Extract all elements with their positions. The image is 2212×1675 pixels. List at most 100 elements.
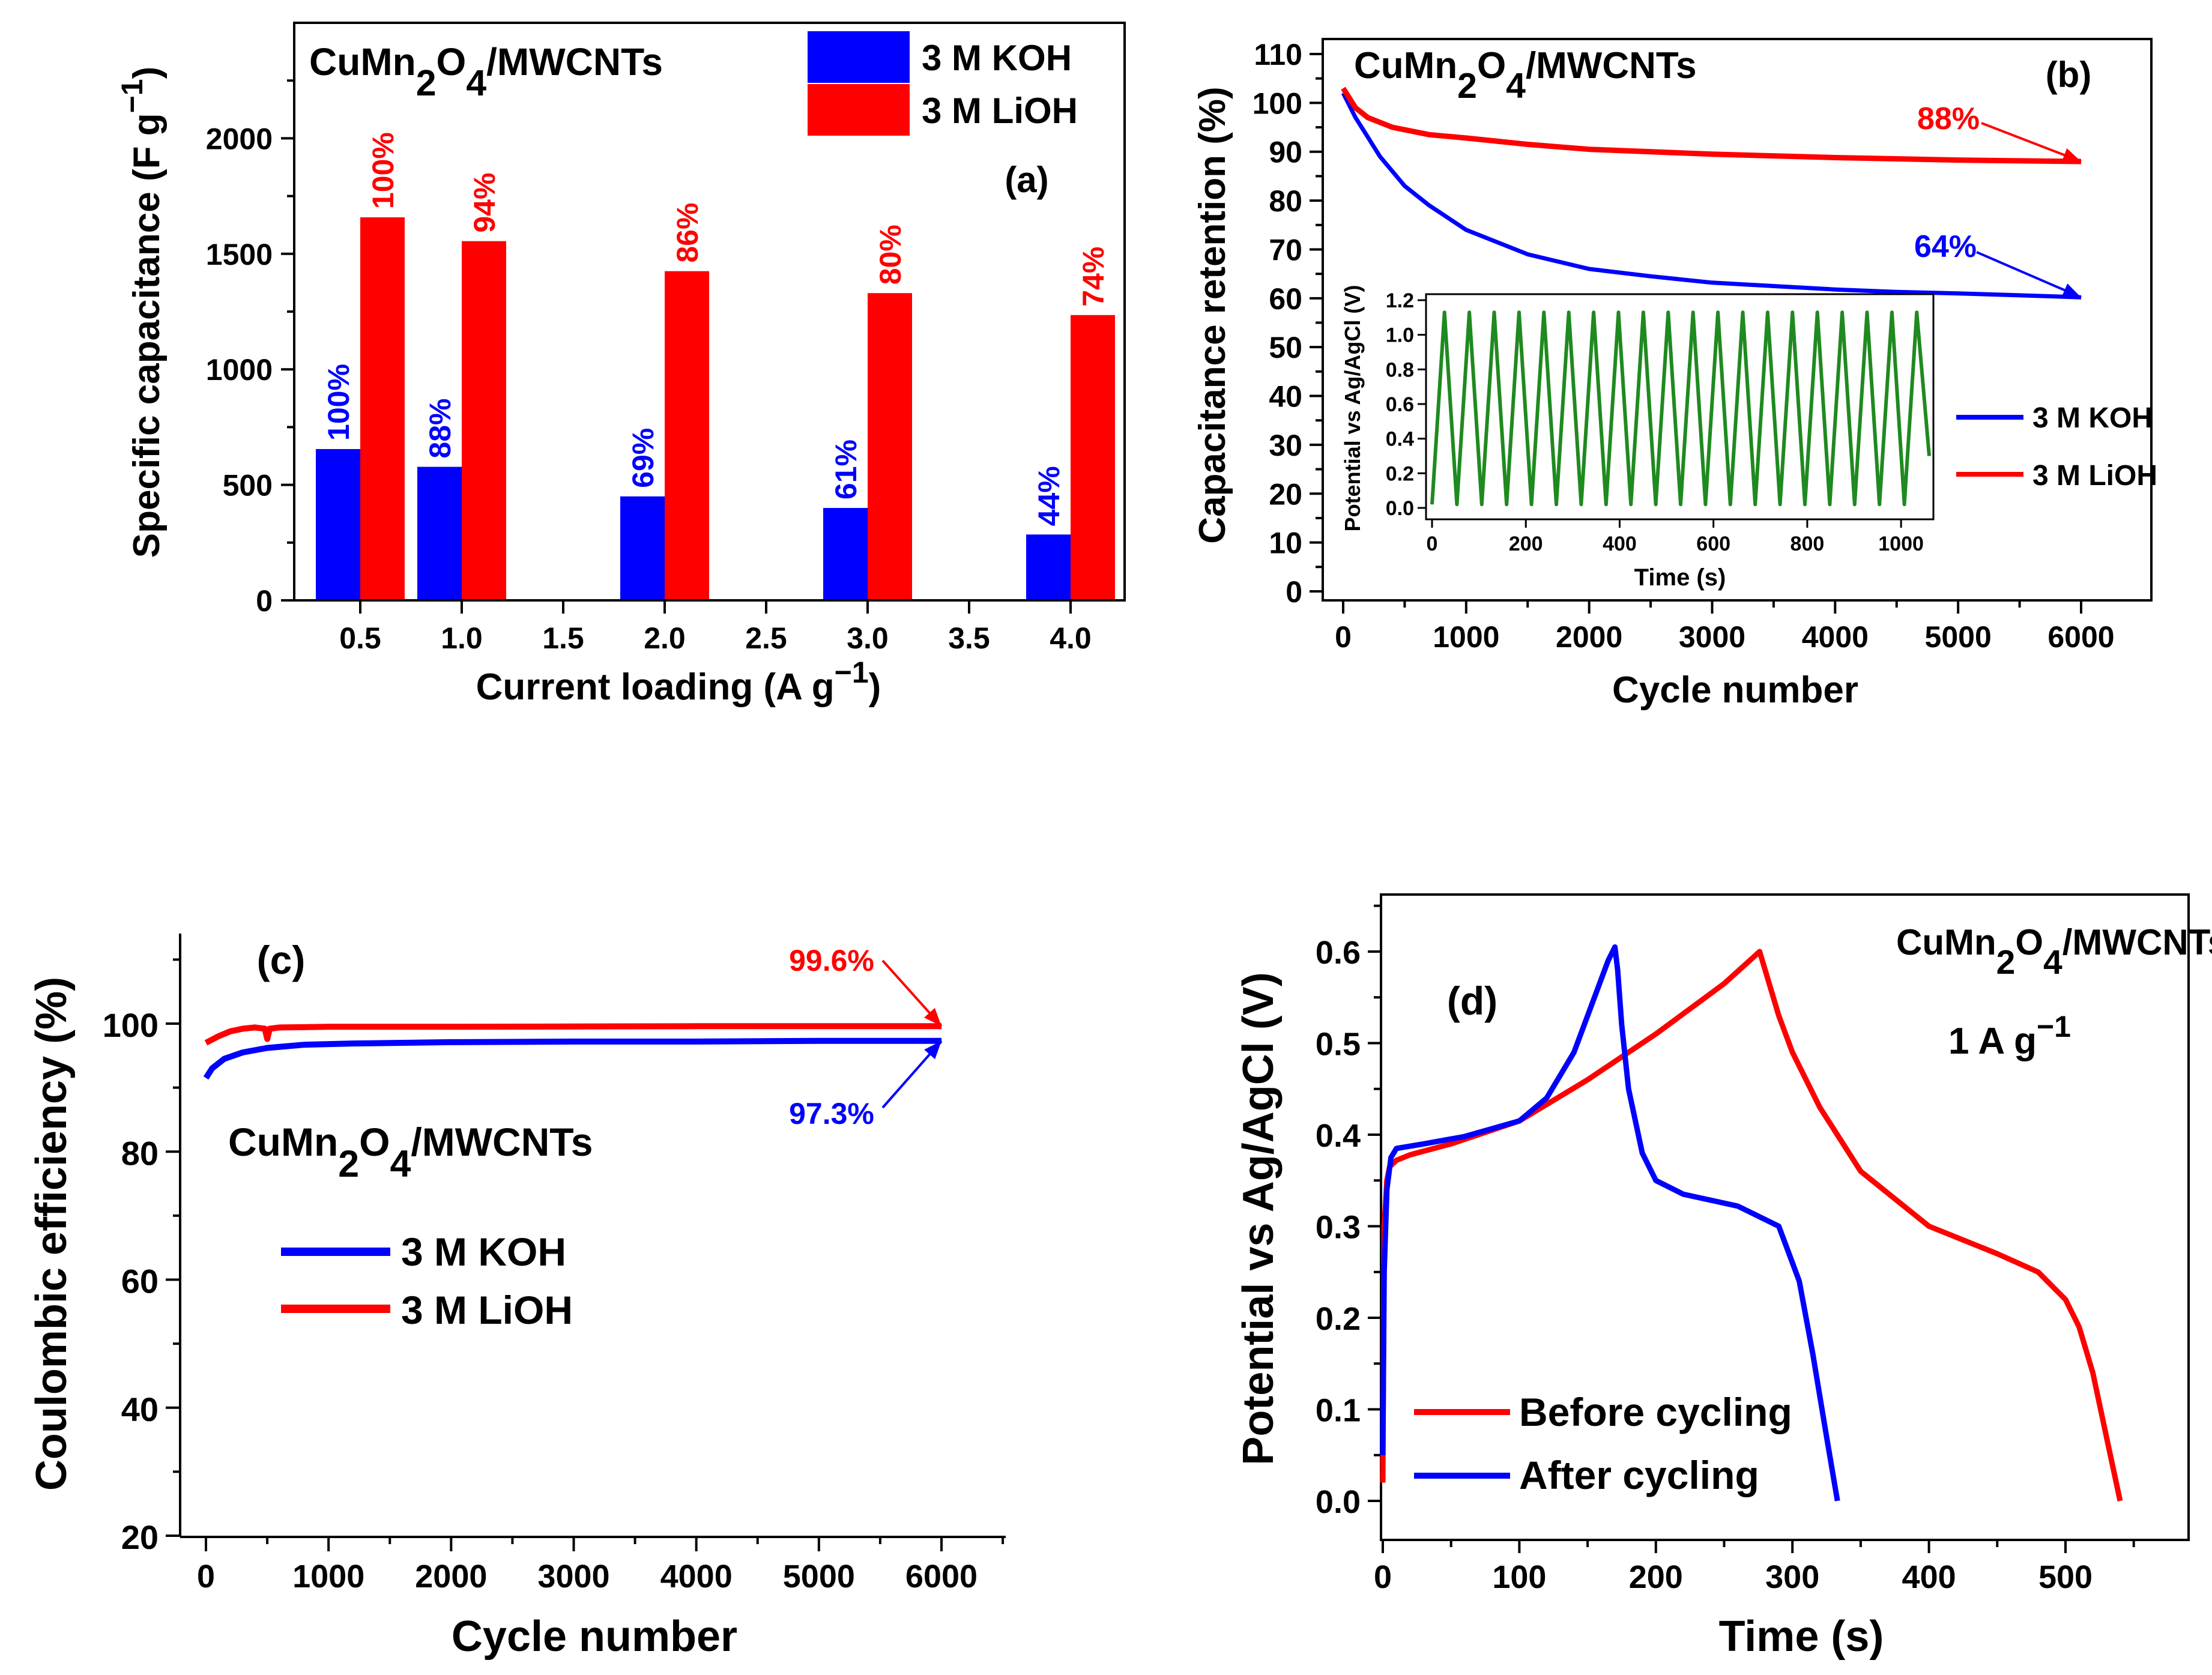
- material-label-b: CuMn2O4/MWCNTs: [1354, 45, 1697, 106]
- inset-x-tick-label-b: 800: [1790, 533, 1825, 555]
- series-line-before-d: [1380, 949, 2123, 1501]
- bar-koh-0.5: [316, 448, 360, 600]
- y-tick-label-c: 80: [121, 1134, 159, 1172]
- y-tick-label-b: 60: [1269, 282, 1302, 316]
- bar-label-koh-1.0: 88%: [423, 399, 457, 459]
- inset-y-tick-label-b: 0.6: [1386, 393, 1414, 416]
- bar-label-lioh-1.0: 94%: [468, 173, 501, 233]
- panel-label-b: (b): [2046, 55, 2092, 95]
- x-tick-label-a: 0.5: [339, 621, 381, 655]
- bar-label-koh-4.0: 44%: [1032, 466, 1066, 526]
- series-line-after-d: [1380, 944, 1840, 1501]
- bar-label-lioh-0.5: 100%: [366, 132, 400, 209]
- legend-label-koh-c: 3 M KOH: [401, 1230, 566, 1274]
- y-tick-label-a: 500: [223, 469, 273, 502]
- x-tick-label-c: 1000: [292, 1559, 364, 1595]
- series-line-lioh-b: [1341, 86, 2082, 164]
- annotation-64-b: 64%: [1914, 229, 1977, 264]
- bar-koh-3.0: [823, 508, 868, 600]
- y-tick-label-b: 100: [1253, 86, 1302, 120]
- x-tick-label-b: 2000: [1556, 620, 1622, 654]
- y-tick-label-a: 0: [256, 584, 273, 618]
- material-label-d: CuMn2O4/MWCNTs: [1896, 922, 2212, 982]
- x-tick-label-a: 4.0: [1050, 621, 1092, 655]
- x-tick-label-a: 1.0: [441, 621, 483, 655]
- bar-lioh-1.0: [462, 241, 506, 600]
- x-tick-label-a: 3.5: [948, 621, 990, 655]
- x-tick-label-d: 200: [1629, 1559, 1683, 1595]
- y-tick-label-c: 60: [121, 1263, 159, 1300]
- y-axis-label-c: Coulombic efficiency (%): [28, 977, 76, 1491]
- y-tick-label-b: 10: [1269, 527, 1302, 560]
- y-tick-label-d: 0.4: [1316, 1118, 1361, 1154]
- bar-lioh-0.5: [360, 217, 405, 600]
- x-tick-label-a: 2.5: [745, 621, 787, 655]
- annotation-88-b: 88%: [1917, 101, 1980, 136]
- y-tick-label-d: 0.2: [1316, 1301, 1361, 1337]
- x-tick-label-c: 2000: [415, 1559, 487, 1595]
- legend-label-koh-a: 3 M KOH: [922, 38, 1072, 78]
- annotation-arrow-64-b-head: [2061, 283, 2081, 298]
- x-tick-label-a: 1.5: [542, 621, 584, 655]
- x-tick-label-b: 0: [1335, 620, 1352, 654]
- x-tick-label-d: 0: [1374, 1559, 1392, 1595]
- x-axis-label-b: Cycle number: [1612, 669, 1858, 711]
- inset-y-tick-label-b: 0.2: [1386, 462, 1414, 485]
- x-tick-label-b: 6000: [2047, 620, 2114, 654]
- annotation-arrow-973-c-head: [924, 1040, 941, 1060]
- panel-b-frame: [1322, 38, 2153, 602]
- legend-swatch-koh-a: [808, 31, 910, 83]
- y-tick-label-b: 20: [1269, 477, 1302, 511]
- inset-y-axis-label-b: Potential vs Ag/AgCl (V): [1340, 285, 1365, 532]
- y-tick-label-b: 70: [1269, 233, 1302, 267]
- legend-label-after-d: After cycling: [1519, 1453, 1759, 1497]
- bar-label-koh-3.0: 61%: [829, 439, 863, 499]
- panel-label-c: (c): [257, 938, 306, 982]
- series-line-koh-c: [203, 1037, 941, 1080]
- y-tick-label-a: 1000: [206, 353, 273, 387]
- bar-label-lioh-2.0: 86%: [671, 203, 704, 263]
- x-axis-label-d: Time (s): [1719, 1613, 1884, 1661]
- legend-label-lioh-b: 3 M LiOH: [2032, 460, 2157, 492]
- y-tick-label-c: 20: [121, 1518, 159, 1556]
- legend-swatch-lioh-a: [808, 84, 910, 136]
- inset-x-tick-label-b: 1000: [1878, 533, 1924, 555]
- y-tick-label-b: 0: [1286, 575, 1302, 609]
- inset-y-tick-label-b: 0.4: [1386, 428, 1414, 451]
- panel-d-frame: [1380, 893, 2190, 1541]
- bar-label-lioh-4.0: 74%: [1077, 247, 1110, 307]
- inset-y-tick-label-b: 1.2: [1386, 289, 1414, 312]
- series-line-lioh-c: [204, 1023, 941, 1046]
- inset-x-tick-label-b: 400: [1603, 533, 1637, 555]
- annotation-996-c: 99.6%: [789, 944, 874, 977]
- inset-y-tick-label-b: 1.0: [1386, 324, 1414, 347]
- legend-label-koh-b: 3 M KOH: [2032, 402, 2153, 434]
- y-tick-label-d: 0.3: [1316, 1210, 1361, 1246]
- y-tick-label-b: 50: [1269, 331, 1302, 364]
- bar-koh-1.0: [417, 466, 462, 600]
- bar-koh-4.0: [1026, 534, 1071, 600]
- legend-label-lioh-c: 3 M LiOH: [401, 1288, 573, 1332]
- inset-wave-b: [1430, 310, 1931, 507]
- legend-label-lioh-a: 3 M LiOH: [922, 91, 1078, 131]
- x-tick-label-c: 5000: [783, 1559, 855, 1595]
- inset-y-tick-label-b: 0.8: [1386, 358, 1414, 381]
- y-axis-label-b: Capacitance retention (%): [1192, 86, 1233, 543]
- x-tick-label-b: 4000: [1802, 620, 1869, 654]
- bar-lioh-2.0: [665, 271, 709, 600]
- x-tick-label-c: 0: [197, 1559, 215, 1595]
- x-tick-label-c: 3000: [537, 1559, 609, 1595]
- x-tick-label-c: 6000: [905, 1559, 978, 1595]
- y-tick-label-b: 30: [1269, 429, 1302, 462]
- inset-x-tick-label-b: 0: [1427, 533, 1438, 555]
- inset-x-tick-label-b: 600: [1696, 533, 1730, 555]
- inset-x-axis-label-b: Time (s): [1634, 564, 1726, 591]
- y-tick-label-d: 0.1: [1316, 1393, 1361, 1429]
- panel-label-d: (d): [1447, 979, 1497, 1023]
- panel-label-a: (a): [1005, 160, 1048, 200]
- annotation-arrow-88-b-head: [2061, 148, 2081, 162]
- annotation-973-c: 97.3%: [789, 1097, 874, 1130]
- y-tick-label-a: 2000: [206, 122, 273, 155]
- x-tick-label-a: 2.0: [644, 621, 686, 655]
- y-tick-label-b: 80: [1269, 184, 1302, 218]
